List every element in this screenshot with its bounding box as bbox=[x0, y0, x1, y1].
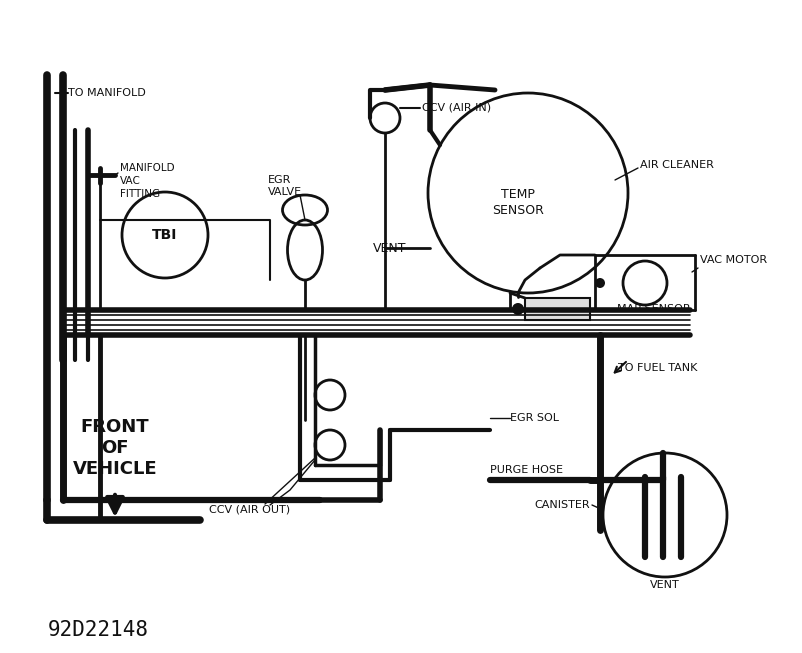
Text: MANIFOLD
VAC
FITTING: MANIFOLD VAC FITTING bbox=[120, 163, 175, 199]
Circle shape bbox=[595, 278, 605, 288]
Text: VENT: VENT bbox=[650, 580, 680, 590]
Text: FRONT
OF
VEHICLE: FRONT OF VEHICLE bbox=[73, 418, 157, 478]
Text: PURGE HOSE: PURGE HOSE bbox=[490, 465, 563, 475]
Text: AIR CLEANER: AIR CLEANER bbox=[640, 160, 714, 170]
Text: MAP SENSOR: MAP SENSOR bbox=[617, 304, 691, 314]
Text: TEMP
SENSOR: TEMP SENSOR bbox=[492, 189, 544, 217]
Bar bbox=[525, 298, 590, 320]
Text: VENT: VENT bbox=[373, 242, 407, 255]
Text: EGR SOL: EGR SOL bbox=[510, 413, 559, 423]
Text: TBI: TBI bbox=[152, 228, 178, 242]
Text: VAC MOTOR: VAC MOTOR bbox=[700, 255, 768, 265]
Text: CCV (AIR IN): CCV (AIR IN) bbox=[422, 103, 491, 113]
Text: CANISTER: CANISTER bbox=[534, 500, 590, 510]
Text: CCV (AIR OUT): CCV (AIR OUT) bbox=[209, 505, 290, 515]
Text: EGR
VALVE: EGR VALVE bbox=[268, 175, 302, 197]
Text: TO MANIFOLD: TO MANIFOLD bbox=[68, 88, 146, 98]
Text: TO FUEL TANK: TO FUEL TANK bbox=[618, 363, 698, 373]
Circle shape bbox=[512, 303, 524, 315]
Text: 92D22148: 92D22148 bbox=[48, 620, 149, 640]
